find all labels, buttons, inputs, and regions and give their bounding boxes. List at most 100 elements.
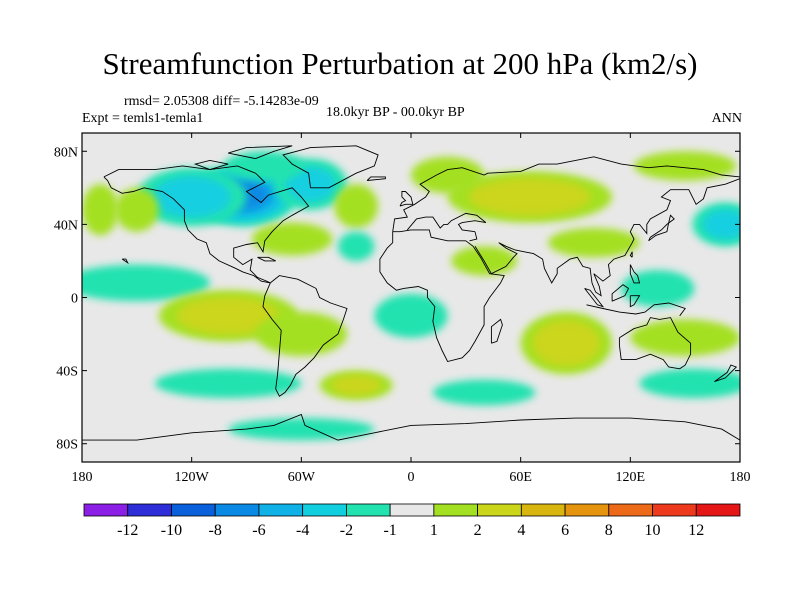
coastline: [586, 302, 686, 317]
colorbar-swatch: [389, 503, 435, 517]
anomaly-blob: [114, 187, 159, 232]
colorbar-label: -10: [161, 522, 182, 539]
coastline: [714, 364, 738, 383]
colorbar-swatch: [302, 503, 347, 517]
coastline: [103, 165, 310, 284]
coastline: [629, 295, 641, 308]
colorbar-label: -2: [340, 522, 353, 539]
x-tick-label: 180: [72, 470, 93, 485]
anomaly-level: [630, 319, 740, 356]
coastline: [584, 287, 605, 308]
anomaly-level: [228, 418, 375, 441]
coastline: [618, 317, 692, 370]
anomaly-level: [621, 270, 695, 307]
x-tick-label: 120W: [175, 470, 210, 485]
coastline: [366, 176, 386, 181]
x-tick-label: 120E: [616, 470, 646, 485]
y-tick-label: 80S: [56, 438, 78, 453]
anomaly-blob: [82, 184, 119, 236]
coastline: [379, 229, 505, 363]
colorbar-label: 1: [430, 522, 438, 539]
anomaly-level: [633, 151, 737, 181]
colorbar-swatch: [258, 503, 304, 517]
y-tick-label: 40N: [54, 218, 78, 233]
coastline: [469, 231, 478, 242]
anomaly-level: [374, 293, 448, 338]
coastline: [406, 212, 487, 233]
coastline: [629, 251, 633, 258]
colorbar-swatch: [695, 503, 741, 517]
y-tick-label: 40S: [56, 365, 78, 380]
anomaly-level: [468, 178, 591, 216]
anomaly-blob: [548, 228, 640, 258]
anomaly-blob: [228, 418, 375, 441]
anomaly-level: [176, 296, 280, 335]
period-label: 18.0kyr BP - 00.0kyr BP: [326, 105, 465, 120]
coastline: [490, 318, 503, 344]
anomaly-blob: [136, 167, 247, 227]
anomaly-blob: [633, 151, 737, 181]
anomaly-level: [82, 184, 119, 236]
colorbar-label: 12: [688, 522, 704, 539]
colorbar-swatch: [214, 503, 260, 517]
colorbar-label: -6: [252, 522, 265, 539]
x-tick-label: 60E: [509, 470, 532, 485]
anomaly-blob: [319, 370, 393, 400]
anomaly-blob: [630, 319, 740, 356]
colorbar-label: 10: [645, 522, 661, 539]
anomaly-blob: [334, 184, 379, 229]
coastline: [82, 413, 740, 441]
coastline: [228, 145, 293, 160]
anomaly-level: [224, 151, 305, 181]
x-tick-label: 0: [408, 470, 415, 485]
anomaly-level: [251, 222, 333, 256]
y-tick-label: 80N: [54, 145, 78, 160]
colorbar-label: -8: [209, 522, 222, 539]
anomaly-blob: [224, 151, 305, 181]
anomaly-level: [432, 379, 536, 406]
anomaly-level: [331, 375, 382, 396]
experiment-label: Expt = temls1-temla1: [82, 111, 204, 126]
anomaly-blob: [82, 264, 210, 302]
coastline: [399, 191, 414, 207]
colorbar-swatch: [83, 503, 129, 517]
anomaly-blob: [374, 293, 448, 338]
x-tick-label: 180: [730, 470, 751, 485]
anomaly-blob: [255, 312, 348, 356]
anomaly-blob: [621, 270, 695, 307]
anomaly-level: [152, 176, 231, 218]
coastline: [611, 284, 630, 302]
anomaly-level: [255, 312, 348, 356]
colorbar-swatch: [608, 503, 653, 517]
anomaly-blob: [337, 231, 375, 261]
colorbar-label: 2: [474, 522, 482, 539]
x-tick-label: 60W: [288, 470, 316, 485]
colorbar-swatch: [345, 503, 391, 517]
colorbar-label: -4: [296, 522, 309, 539]
y-tick-label: 0: [71, 292, 78, 307]
coastline: [474, 178, 740, 297]
anomaly-blob: [520, 312, 613, 375]
colorbar-label: -12: [117, 522, 138, 539]
coastline: [262, 275, 348, 397]
stats-label: rmsd= 2.05308 diff= -5.14283e-09: [124, 94, 319, 109]
coastline: [629, 264, 641, 284]
season-label: ANN: [711, 111, 742, 126]
anomaly-blob: [447, 171, 613, 223]
anomaly-level: [548, 228, 640, 258]
anomaly-level: [702, 209, 740, 240]
anomaly-level: [334, 184, 379, 229]
coastline: [121, 258, 129, 265]
colorbar-swatch: [652, 503, 697, 517]
colorbar-swatch: [433, 503, 479, 517]
anomaly-level: [155, 368, 302, 399]
anomaly-level: [82, 264, 210, 302]
anomaly-blob: [432, 379, 536, 406]
coastline: [193, 159, 229, 171]
anomaly-level: [114, 187, 159, 232]
coastline: [648, 214, 675, 242]
anomaly-level: [337, 231, 375, 261]
coastline: [392, 156, 740, 232]
colorbar-label: 4: [517, 522, 525, 539]
